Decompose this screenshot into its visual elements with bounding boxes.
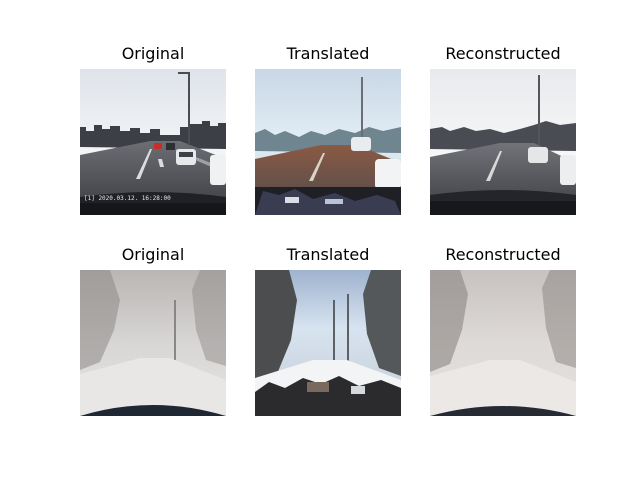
image-reconstructed-city: [430, 69, 576, 215]
panel-title: Reconstructed: [445, 245, 561, 264]
panel-title: Original: [121, 245, 185, 264]
timestamp-overlay: [1] 2020.03.12. 16:28:00: [84, 195, 171, 202]
image-original-city: [1] 2020.03.12. 16:28:00: [80, 69, 226, 215]
image-reconstructed-snow: [430, 270, 576, 416]
image-translated-snow: [255, 270, 401, 416]
panel-title: Translated: [286, 245, 370, 264]
image-original-snow: [80, 270, 226, 416]
panel-title: Reconstructed: [445, 44, 561, 63]
image-translated-city: [255, 69, 401, 215]
panel-title: Original: [121, 44, 185, 63]
panel-title: Translated: [286, 44, 370, 63]
